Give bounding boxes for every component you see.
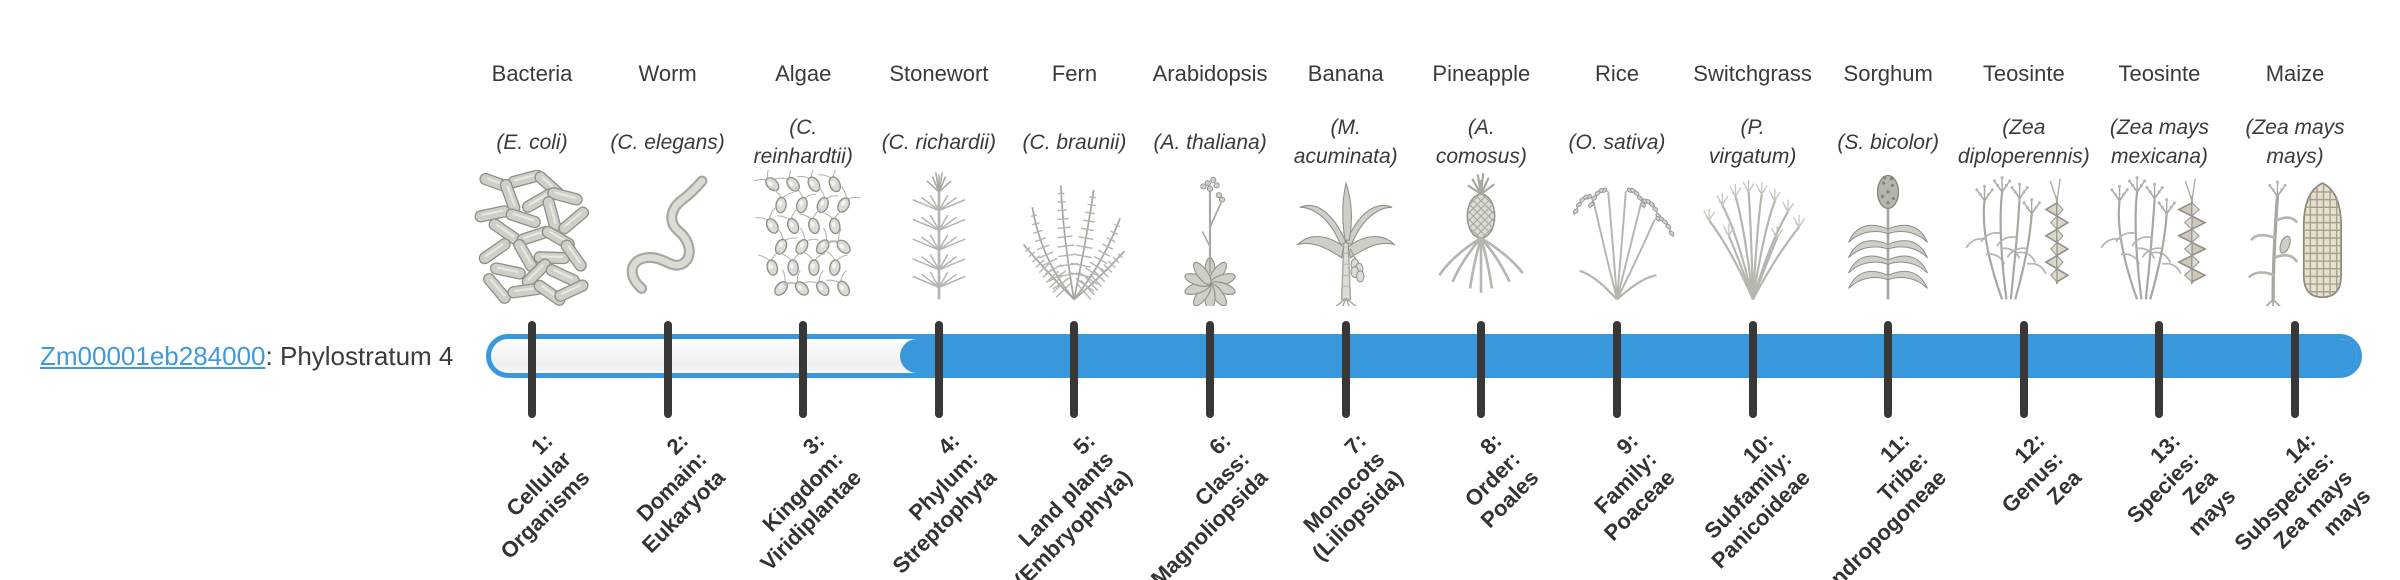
phylostratum-tick-8 <box>1477 321 1486 418</box>
teosinte-mexicana-icon <box>2089 168 2229 306</box>
stratum-label-3: 3: Kingdom: Viridiplantae <box>754 428 866 576</box>
organism-species: (O. sativa) <box>1568 130 1666 154</box>
organism-species: (C. reinhardtii) <box>753 116 853 168</box>
organism-species: (E. coli) <box>496 130 568 154</box>
organism-species: (P. virgatum) <box>1708 116 1797 168</box>
organism-name: Algae <box>775 61 832 86</box>
bacteria-icon <box>462 168 602 306</box>
rice-icon <box>1547 168 1687 306</box>
switchgrass-icon <box>1683 168 1823 306</box>
phylostratum-tick-2 <box>663 321 672 418</box>
stratum-label-9: 9: Family: Poaceae <box>1588 428 1680 546</box>
phylostratum-tick-13 <box>2155 321 2164 418</box>
worm-icon <box>598 168 738 306</box>
organism-name: Banana <box>1307 61 1384 86</box>
stratum-label-7: 7: Monocots (Liliopsida) <box>1298 428 1409 566</box>
stratum-label-13: 13: Species: Zea mays <box>2121 428 2241 541</box>
phylostratum-tick-11 <box>1884 321 1893 418</box>
gene-phylostratum-text: : Phylostratum 4 <box>265 341 454 371</box>
organism-name: Bacteria <box>491 61 573 86</box>
phylostratum-tick-6 <box>1206 321 1215 418</box>
stratum-label-12: 12: Genus: Zea <box>1996 428 2087 518</box>
organism-species: (A. thaliana) <box>1153 130 1267 154</box>
algae-icon <box>733 168 873 306</box>
organism-species: (Zea mays mays) <box>2245 116 2345 168</box>
stratum-label-2: 2: Domain: Eukaryota <box>631 428 731 558</box>
organism-name: Stonewort <box>889 61 989 86</box>
banana-icon <box>1276 168 1416 306</box>
stratum-label-14: 14: Subspecies: Zea mays mays <box>2229 428 2376 556</box>
organism-name: Teosinte <box>2118 61 2201 86</box>
organism-species: (Zea mays mexicana) <box>2109 116 2210 168</box>
organism-species: (S. bicolor) <box>1837 130 1939 154</box>
fern-icon <box>1004 168 1144 306</box>
stratum-label-5: 5: Land plants (Embryophyta) <box>1009 428 1137 580</box>
organism-species: (C. elegans) <box>610 130 725 154</box>
organism-name: Fern <box>1051 61 1098 86</box>
organism-name: Worm <box>638 61 697 86</box>
organism-name: Maize <box>2265 61 2325 86</box>
stratum-label-11: 11: Tribe: Andropogoneae <box>1813 428 1951 580</box>
organism-name: Pineapple <box>1432 61 1531 86</box>
phylostratum-tick-7 <box>1341 321 1350 418</box>
phylostratum-tick-1 <box>528 321 536 418</box>
organism-species: (M. acuminata) <box>1293 116 1398 168</box>
phylostratum-tick-4 <box>934 321 943 418</box>
phylostratum-tick-14 <box>2291 321 2300 418</box>
stonewort-icon <box>869 168 1009 306</box>
organism-species: (A. comosus) <box>1435 116 1527 168</box>
stratum-label-4: 4: Phylum: Streptophyta <box>887 428 1002 579</box>
arabidopsis-icon <box>1140 168 1280 306</box>
pineapple-icon <box>1411 168 1551 306</box>
organism-name: Switchgrass <box>1693 61 1812 86</box>
gene-id-link[interactable]: Zm00001eb284000 <box>40 341 266 371</box>
organism-species: (C. braunii) <box>1022 130 1127 154</box>
stratum-label-6: 6: Class: Magnoliopsida <box>1145 428 1273 580</box>
sorghum-icon <box>1818 168 1958 306</box>
organism-species: (Zea diploperennis) <box>1957 116 2090 168</box>
organism-name: Rice <box>1594 61 1639 86</box>
phylostratum-tick-3 <box>799 321 808 418</box>
stratum-label-1: 1: Cellular Organisms <box>495 428 595 564</box>
stratum-label-8: 8: Order: Poales <box>1460 428 1544 533</box>
phylostratum-tick-9 <box>1612 321 1621 418</box>
maize-icon <box>2225 168 2365 306</box>
gene-label: Zm00001eb284000: Phylostratum 4 <box>40 341 453 372</box>
organism-species: (C. richardii) <box>881 130 997 154</box>
organism-name: Sorghum <box>1843 61 1933 86</box>
phylostratum-tick-12 <box>2019 321 2028 418</box>
phylostratum-tick-5 <box>1070 321 1079 418</box>
teosinte-diploperennis-icon <box>1954 168 2094 306</box>
organism-name: Teosinte <box>1982 61 2065 86</box>
phylostratum-tick-10 <box>1748 321 1757 418</box>
phylostratum-bar <box>486 334 2362 378</box>
phylostratum-bar-fill <box>899 339 2357 373</box>
organism-name: Arabidopsis <box>1152 61 1268 86</box>
